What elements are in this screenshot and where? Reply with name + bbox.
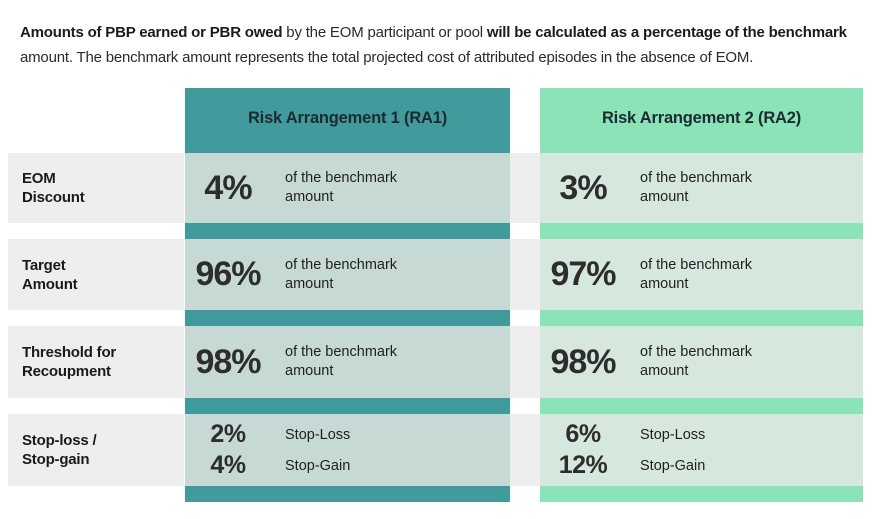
- cell-percent: 3%: [559, 168, 607, 207]
- column-ra1: Risk Arrangement 1 (RA1) 4% of the bench…: [185, 88, 510, 502]
- row-label-text: EOM Discount: [22, 170, 85, 206]
- cell-description: of the benchmark amount: [640, 344, 753, 379]
- stop-loss-line: 2% Stop-Loss: [185, 419, 510, 450]
- stop-gain-line: 4% Stop-Gain: [185, 450, 510, 481]
- cell-description: of the benchmark amount: [285, 344, 398, 379]
- intro-normal-segment-1: by the EOM participant or pool: [282, 24, 487, 41]
- cell-description: of the benchmark amount: [640, 170, 753, 205]
- cell-ra1-threshold: 98% of the benchmark amount: [185, 326, 510, 398]
- row-label-eom-discount: EOM Discount: [8, 153, 184, 223]
- cell-description: Stop-Loss: [285, 426, 351, 443]
- cell-ra1-target-amount: 96% of the benchmark amount: [185, 239, 510, 310]
- cell-ra2-eom-discount: 3% of the benchmark amount: [540, 153, 863, 223]
- intro-bold-segment-1: Amounts of PBP earned or PBR owed: [20, 24, 283, 41]
- cell-description: Stop-Gain: [640, 457, 706, 474]
- row-label-target-amount: Target Amount: [8, 239, 184, 310]
- row-label-text: Target Amount: [22, 256, 78, 293]
- cell-description: of the benchmark amount: [285, 256, 398, 292]
- row-label-threshold-recoupment: Threshold for Recoupment: [8, 326, 184, 398]
- cell-percent: 96%: [195, 255, 261, 293]
- cell-ra1-eom-discount: 4% of the benchmark amount: [185, 153, 510, 223]
- stop-gain-line: 12% Stop-Gain: [540, 450, 863, 481]
- cell-percent: 2%: [210, 420, 246, 448]
- intro-bold-segment-2: will be calculated as a percentage of th…: [486, 24, 847, 41]
- cell-ra1-stop-loss-gain: 2% Stop-Loss 4% Stop-Gain: [185, 414, 510, 486]
- row-label-text: Stop-loss / Stop-gain: [22, 432, 97, 468]
- cell-percent: 4%: [210, 451, 246, 479]
- cell-percent: 6%: [565, 420, 601, 448]
- cell-ra2-threshold: 98% of the benchmark amount: [540, 326, 863, 398]
- row-label-stop-loss-gain: Stop-loss / Stop-gain: [8, 414, 184, 486]
- cell-percent: 98%: [195, 342, 261, 381]
- column-ra2: Risk Arrangement 2 (RA2) 3% of the bench…: [540, 88, 863, 502]
- stop-loss-line: 6% Stop-Loss: [540, 419, 863, 450]
- cell-description: of the benchmark amount: [640, 256, 753, 292]
- cell-description: of the benchmark amount: [285, 170, 398, 205]
- cell-percent: 98%: [550, 342, 616, 381]
- column-header-ra1: Risk Arrangement 1 (RA1): [247, 108, 448, 127]
- cell-percent: 4%: [204, 168, 252, 207]
- row-label-text: Threshold for Recoupment: [22, 344, 117, 380]
- cell-ra2-stop-loss-gain: 6% Stop-Loss 12% Stop-Gain: [540, 414, 863, 486]
- cell-ra2-target-amount: 97% of the benchmark amount: [540, 239, 863, 310]
- cell-percent: 12%: [558, 451, 608, 479]
- cell-description: Stop-Loss: [640, 426, 706, 443]
- cell-percent: 97%: [550, 255, 616, 293]
- cell-description: Stop-Gain: [285, 457, 351, 474]
- intro-paragraph: Amounts of PBP earned or PBR owed by the…: [20, 20, 870, 70]
- column-header-ra2: Risk Arrangement 2 (RA2): [601, 108, 802, 127]
- intro-normal-segment-2: amount. The benchmark amount represents …: [20, 49, 754, 66]
